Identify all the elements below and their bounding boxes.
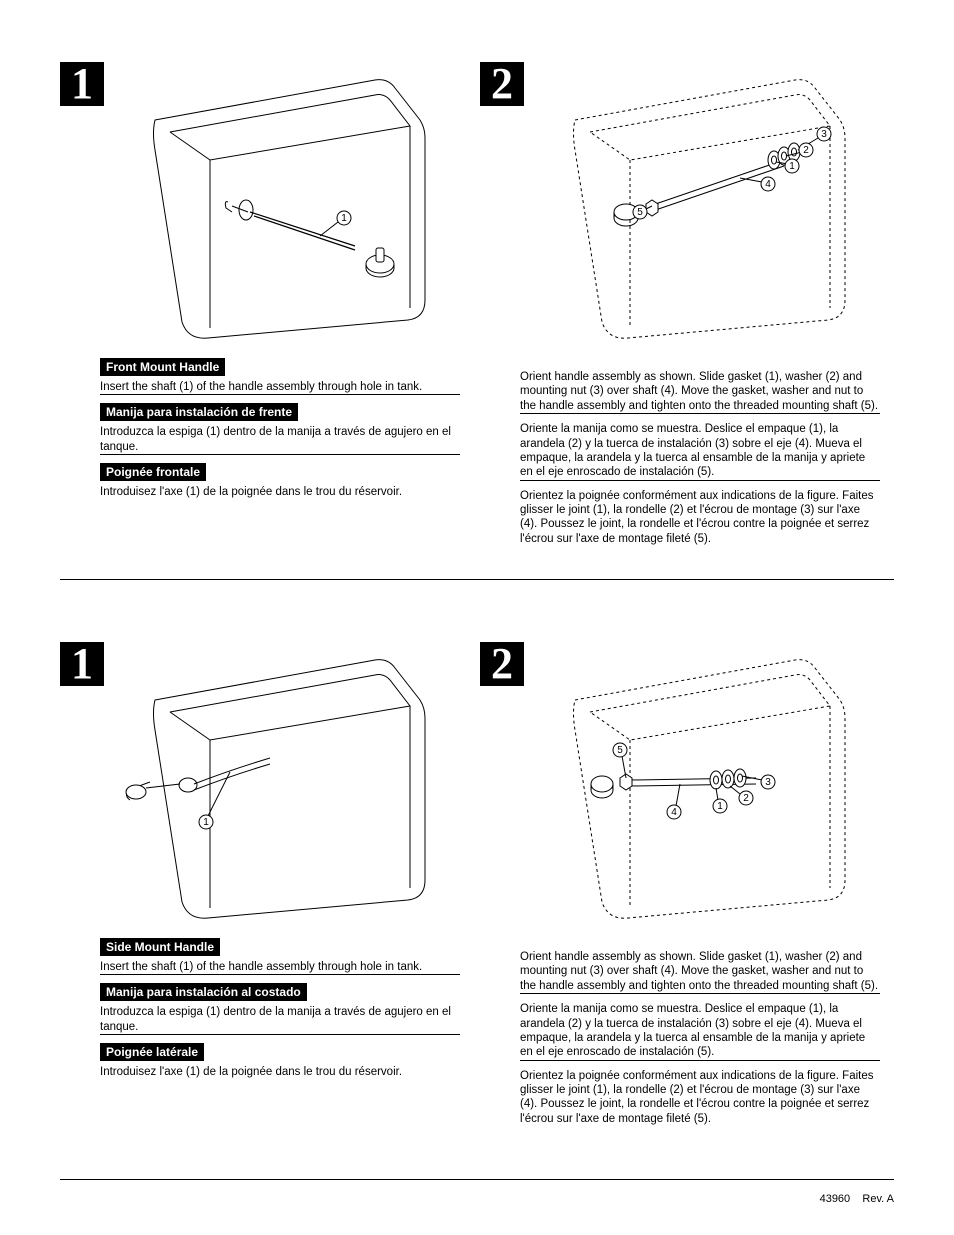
step-number: 1 [60, 62, 104, 106]
step-number: 2 [480, 642, 524, 686]
callout-label: 4 [765, 179, 771, 190]
text-block: Orient handle assembly as shown. Slide g… [520, 950, 880, 1126]
divider [520, 1060, 880, 1061]
heading-en: Front Mount Handle [100, 358, 225, 376]
fig-front-step1: 1 [120, 60, 440, 340]
heading-fr: Poignée frontale [100, 463, 206, 481]
footer: 43960 Rev. A [820, 1193, 894, 1205]
heading-fr: Poignée latérale [100, 1043, 204, 1061]
text-block: Orient handle assembly as shown. Slide g… [520, 370, 880, 546]
callout-label: 2 [743, 793, 749, 804]
callout-label: 1 [341, 213, 347, 224]
step-number: 1 [60, 642, 104, 686]
doc-rev: Rev. A [862, 1193, 894, 1205]
callout-label: 1 [789, 161, 795, 172]
body-en: Orient handle assembly as shown. Slide g… [520, 950, 880, 993]
page: 1 [0, 0, 954, 1235]
fig-front-step2: 3 2 1 4 5 [540, 60, 860, 340]
body-fr: Orientez la poignée conformément aux ind… [520, 489, 880, 547]
section-front-mount: 1 [60, 0, 894, 580]
body-en: Insert the shaft (1) of the handle assem… [100, 380, 460, 394]
callout: 1 [320, 211, 351, 236]
fig-side-step2: 5 4 1 2 3 [540, 640, 860, 920]
body-en: Insert the shaft (1) of the handle assem… [100, 960, 460, 974]
doc-number: 43960 [820, 1193, 851, 1205]
text-block: Side Mount Handle Insert the shaft (1) o… [100, 930, 460, 1080]
callout-label: 3 [765, 777, 771, 788]
divider [520, 480, 880, 481]
body-fr: Orientez la poignée conformément aux ind… [520, 1069, 880, 1127]
divider [520, 993, 880, 994]
callout-label: 1 [203, 817, 209, 828]
fig-side-step1: 1 [120, 640, 440, 920]
callout-label: 3 [821, 129, 827, 140]
body-es: Introduzca la espiga (1) dentro de la ma… [100, 1005, 460, 1034]
heading-es: Manija para instalación de frente [100, 403, 298, 421]
heading-es: Manija para instalación al costado [100, 983, 307, 1001]
callout-label: 5 [617, 745, 623, 756]
section-side-mount: 1 [60, 580, 894, 1180]
body-es: Oriente la manija como se muestra. Desli… [520, 1002, 880, 1060]
callout-label: 4 [671, 807, 677, 818]
callout-label: 1 [717, 801, 723, 812]
text-block: Front Mount Handle Insert the shaft (1) … [100, 350, 460, 500]
divider [520, 413, 880, 414]
body-en: Orient handle assembly as shown. Slide g… [520, 370, 880, 413]
callout-label: 2 [803, 145, 809, 156]
step-number: 2 [480, 62, 524, 106]
body-fr: Introduisez l'axe (1) de la poignée dans… [100, 485, 460, 499]
body-es: Oriente la manija como se muestra. Desli… [520, 422, 880, 480]
heading-en: Side Mount Handle [100, 938, 220, 956]
callout-label: 5 [637, 207, 643, 218]
body-es: Introduzca la espiga (1) dentro de la ma… [100, 425, 460, 454]
body-fr: Introduisez l'axe (1) de la poignée dans… [100, 1065, 460, 1079]
